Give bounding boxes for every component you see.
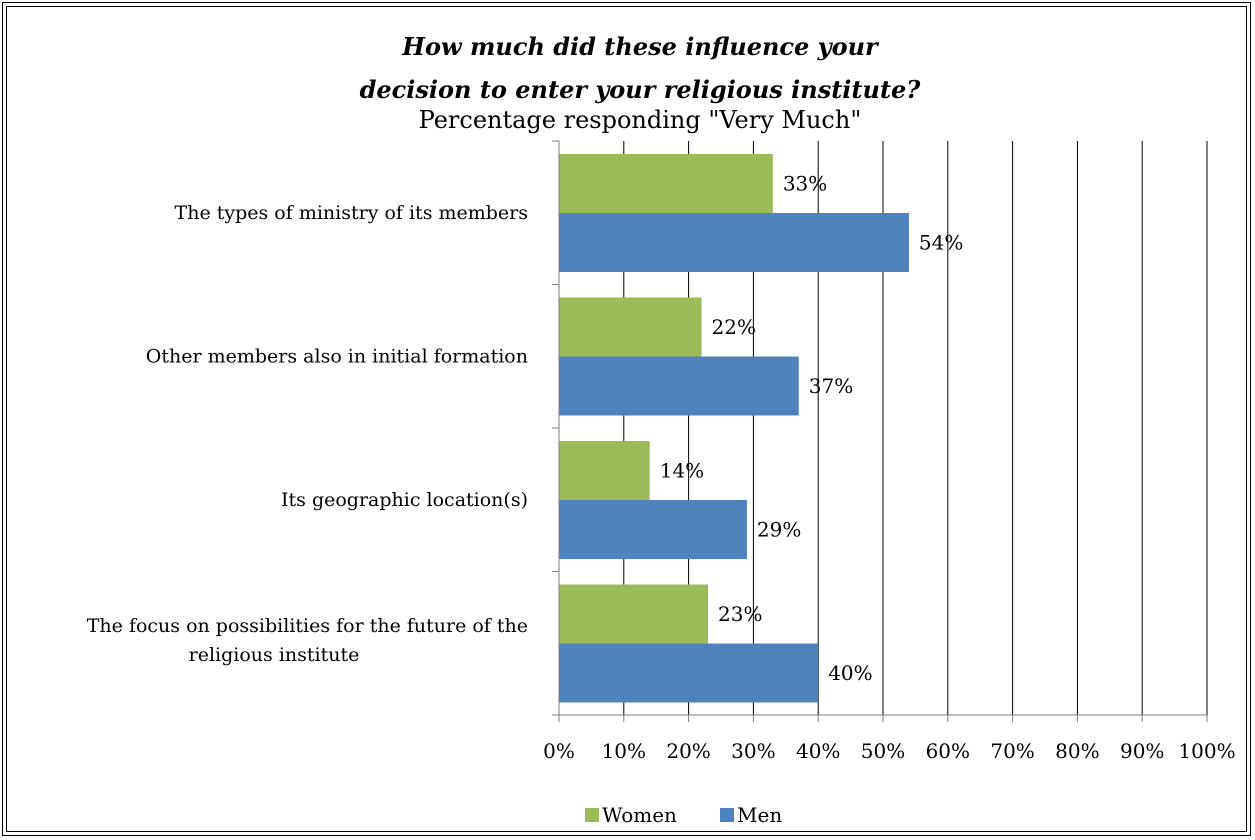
category-labels: The types of ministry of its members Othe… [87,202,528,666]
category-label: religious institute [189,644,360,666]
x-tick-label: 30% [731,739,775,763]
value-label: 29% [757,518,801,542]
x-tick-label: 80% [1055,739,1099,763]
legend-swatch-men [720,808,734,822]
value-label: 33% [783,172,827,196]
category-label: The types of ministry of its members [175,202,528,224]
chart-title-line-2: decision to enter your religious institu… [360,75,922,104]
value-label: 54% [919,231,963,255]
category-label: Its geographic location(s) [281,489,528,511]
x-tick-label: 60% [926,739,970,763]
bar-men [559,500,747,559]
category-label: The focus on possibilities for the futur… [87,615,528,637]
bars [559,154,909,703]
value-label: 23% [718,602,762,626]
legend-label-women: Women [602,803,677,827]
bar-women [559,297,702,357]
legend: Women Men [585,803,782,827]
bar-women [559,154,773,213]
chart-title-line-1: How much did these influence your [401,32,880,61]
value-labels: 33% 54% 22% 37% 14% 29% 23% 40% [660,172,964,686]
bar-men [559,356,799,416]
value-label: 14% [660,459,704,483]
bar-women [559,584,709,644]
x-tick-labels: 0% 10% 20% 30% 40% 50% 60% 70% 80% 90% 100% [543,739,1235,763]
x-tick-label: 70% [990,739,1034,763]
value-label: 37% [809,374,853,398]
legend-label-men: Men [737,803,782,827]
axes [552,140,1208,722]
category-label: Other members also in initial formation [146,346,528,368]
legend-swatch-women [585,808,599,822]
x-tick-label: 90% [1120,739,1164,763]
x-tick-label: 0% [543,739,575,763]
bar-men [559,643,819,703]
x-tick-label: 100% [1178,739,1235,763]
chart-inner-border [6,6,1247,832]
x-tick-label: 20% [666,739,710,763]
bar-men [559,213,909,272]
x-tick-label: 10% [602,739,646,763]
x-tick-label: 50% [861,739,905,763]
x-tick-label: 40% [796,739,840,763]
value-label: 22% [712,315,756,339]
bar-women [559,441,650,500]
chart-subtitle: Percentage responding "Very Much" [419,106,862,134]
value-label: 40% [828,661,872,685]
